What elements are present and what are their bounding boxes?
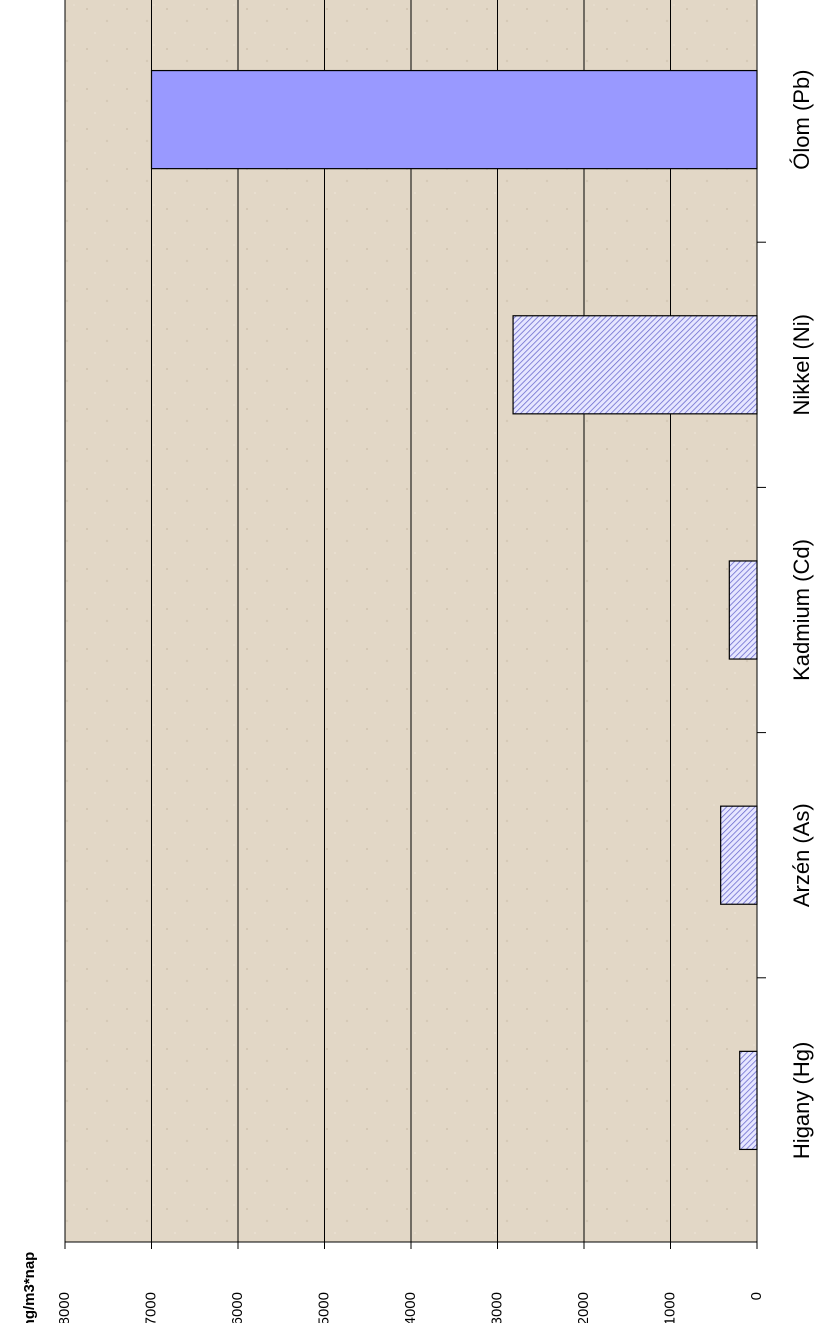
bar [728,560,758,660]
x-tick-label: Kadmium (Cd) [789,539,814,681]
bar [739,1050,758,1151]
y-tick-label: 4000 [402,1292,419,1323]
y-tick-label: 3000 [488,1292,505,1323]
x-tick-label: Arzén (As) [789,803,814,907]
bar [150,69,758,170]
axis-title: ng/m3*nap [21,1252,38,1323]
y-tick-label: 1000 [661,1292,678,1323]
x-tick-label: Ólom (Pb) [789,69,814,169]
y-tick-label: 0 [748,1292,765,1300]
y-tick-label: 6000 [229,1292,246,1323]
y-tick-label: 5000 [315,1292,332,1323]
x-tick-label: Higany (Hg) [789,1042,814,1159]
y-tick-label: 2000 [575,1292,592,1323]
bar [720,805,758,905]
bar [512,315,758,415]
y-tick-label: 8000 [56,1292,73,1323]
y-tick-label: 7000 [142,1292,159,1323]
x-tick-label: Nikkel (Ni) [789,314,814,415]
